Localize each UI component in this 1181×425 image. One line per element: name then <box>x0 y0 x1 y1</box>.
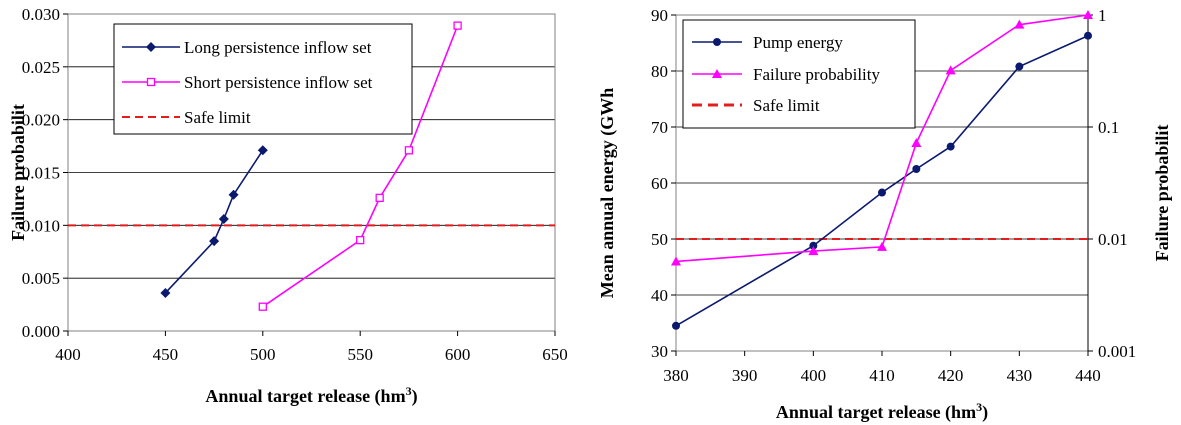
x-tick-label: 650 <box>542 345 568 364</box>
data-point <box>672 321 680 330</box>
data-point <box>160 287 171 298</box>
x-axis: 400 450 500 550 600 650 <box>55 331 568 364</box>
y-tick-label: 0.010 <box>22 216 60 235</box>
data-point <box>404 146 414 155</box>
x-axis-title-superscript: 3 <box>976 400 982 414</box>
data-point <box>808 246 819 256</box>
data-point <box>209 236 220 247</box>
x-tick-label: 600 <box>445 345 471 364</box>
x-axis-title: Annual target release (hm3) <box>205 384 417 407</box>
x-tick-label: 450 <box>153 345 179 364</box>
series-failure-probability <box>671 10 1093 266</box>
data-point <box>257 145 268 156</box>
data-point <box>1015 62 1024 71</box>
y-axis-title: Failure probabilit <box>8 104 28 241</box>
x-tick-label: 390 <box>732 366 758 385</box>
chart-energy-failure: 30 40 50 60 70 80 90 0.001 0.01 0.1 1 380 390 400 410 4… <box>600 6 1172 423</box>
x-tick-label: 550 <box>347 345 373 364</box>
legend: Long persistence inflow set Short persist… <box>113 23 413 135</box>
data-point <box>1083 10 1093 19</box>
x-axis-title-text: Annual target release (hm <box>776 402 976 423</box>
legend-label: Failure probability <box>753 65 881 84</box>
legend-label: Safe limit <box>753 96 820 115</box>
legend-marker <box>146 42 156 52</box>
y-tick-label: 0.015 <box>22 164 60 183</box>
series-long-persistence <box>160 145 268 298</box>
series-short-persistence <box>258 21 462 311</box>
x-axis: 380 390 400 410 420 430 440 <box>663 351 1101 385</box>
x-axis-title-suffix: ) <box>982 402 988 423</box>
data-point <box>1084 31 1092 40</box>
y-tick-label: 0.030 <box>22 5 60 24</box>
x-tick-label: 400 <box>801 366 827 385</box>
y2-tick-label: 0.01 <box>1098 230 1128 249</box>
legend-marker <box>712 69 722 78</box>
data-point <box>911 137 922 147</box>
data-point <box>375 193 384 203</box>
data-point <box>228 189 239 200</box>
chart-failure-probability: 0.000 0.005 0.010 0.015 0.020 0.025 0.030 400 45… <box>8 5 568 407</box>
legend-marker <box>146 77 156 87</box>
data-point <box>878 188 886 197</box>
y-tick-label: 50 <box>651 230 668 249</box>
legend-label: Long persistence inflow set <box>184 38 372 57</box>
x-axis-title: Annual target release (hm3) <box>776 400 988 423</box>
data-point <box>453 21 462 30</box>
y-tick-label: 40 <box>651 286 668 305</box>
x-axis-title-suffix: ) <box>412 386 418 407</box>
legend-box <box>113 23 413 135</box>
series-pump-energy <box>672 31 1092 330</box>
data-point <box>809 241 818 250</box>
x-tick-label: 380 <box>663 366 689 385</box>
y-tick-label: 30 <box>651 342 668 361</box>
y-tick-label: 90 <box>651 6 668 25</box>
data-point <box>912 165 921 173</box>
y-tick-label: 80 <box>651 62 668 81</box>
legend-label: Short persistence inflow set <box>184 73 373 92</box>
y2-tick-label: 0.1 <box>1098 118 1119 137</box>
data-point <box>356 235 365 245</box>
data-point <box>671 256 681 266</box>
y-tick-label: 0.020 <box>22 111 60 130</box>
legend-label: Pump energy <box>753 33 843 52</box>
y-tick-label: 0.000 <box>22 322 60 341</box>
y-axis-left: 30 40 50 60 70 80 90 <box>651 6 676 361</box>
data-point <box>258 302 267 311</box>
data-point <box>877 241 887 251</box>
y2-axis-title: Failure probabilit <box>1152 125 1172 262</box>
data-point <box>1014 19 1025 29</box>
x-axis-title-superscript: 3 <box>406 384 412 398</box>
y-tick-label: 60 <box>651 174 668 193</box>
x-tick-label: 500 <box>250 345 276 364</box>
x-tick-label: 430 <box>1007 366 1033 385</box>
x-axis-title-text: Annual target release (hm <box>205 386 405 407</box>
y-axis: 0.000 0.005 0.010 0.015 0.020 0.025 0.030 <box>22 5 68 341</box>
y-tick-label: 0.005 <box>22 269 60 288</box>
x-tick-label: 400 <box>55 345 81 364</box>
legend: Pump energy Failure probability Safe limit <box>682 19 916 129</box>
x-tick-label: 440 <box>1075 366 1101 385</box>
y-axis-title: Mean annual energy (GWh <box>600 88 618 299</box>
y-tick-label: 70 <box>651 118 668 137</box>
data-point <box>946 142 955 151</box>
y2-tick-label: 1 <box>1098 6 1107 25</box>
x-tick-label: 420 <box>938 366 964 385</box>
legend-marker <box>713 38 721 46</box>
y-tick-label: 0.025 <box>22 58 60 77</box>
y2-tick-label: 0.001 <box>1098 342 1136 361</box>
data-point <box>945 65 956 75</box>
data-point <box>218 213 229 224</box>
x-tick-label: 410 <box>869 366 895 385</box>
legend-label: Safe limit <box>184 108 251 127</box>
y-axis-right: 0.001 0.01 0.1 1 <box>1087 6 1136 361</box>
